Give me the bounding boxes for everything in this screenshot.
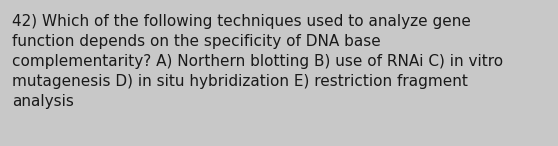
Text: 42) Which of the following techniques used to analyze gene
function depends on t: 42) Which of the following techniques us… bbox=[12, 14, 503, 109]
